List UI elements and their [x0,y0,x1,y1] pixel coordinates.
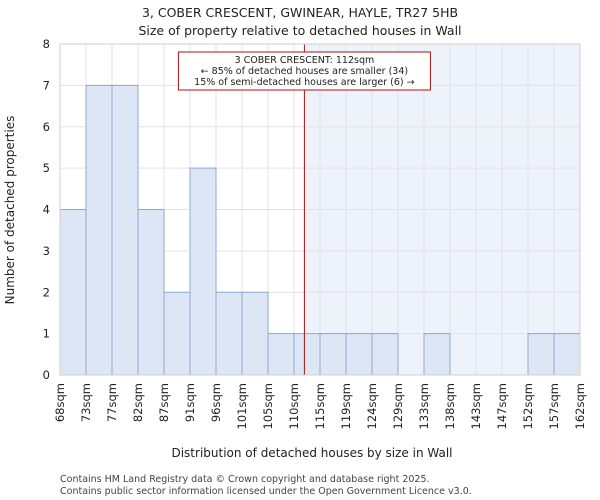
y-tick-label-0: 0 [43,368,50,382]
bar-68sqm [59,209,87,376]
bar-96sqm [215,291,243,376]
bar-87sqm [163,291,191,376]
x-tick-label-143sqm: 143sqm [469,383,483,429]
bar-110sqm [293,333,321,376]
plot-frame [59,43,581,376]
x-tick-label-101sqm: 101sqm [235,383,249,429]
x-axis-label: Distribution of detached houses by size … [171,446,452,460]
x-tick-label-162sqm: 162sqm [573,383,587,429]
x-tick-label-129sqm: 129sqm [391,383,405,429]
bar-119sqm [345,333,373,376]
y-tick-label-3: 3 [43,244,50,258]
x-tick-label-115sqm: 115sqm [313,383,327,429]
bar-73sqm [85,84,113,376]
y-tick-label-5: 5 [43,161,50,175]
annotation-line-3: 15% of semi-detached houses are larger (… [194,77,414,88]
bar-101sqm [241,291,269,376]
y-tick-label-8: 8 [43,37,50,51]
bar-82sqm [137,209,165,376]
bar-91sqm [189,167,217,376]
chart-title: 3, COBER CRESCENT, GWINEAR, HAYLE, TR27 … [142,5,458,20]
x-axis-ticks: 68sqm 73sqm 77sqm 82sqm 87sqm 91sqm 96sqm 101sq… [53,383,587,429]
bar-105sqm [267,333,295,376]
y-tick-label-7: 7 [43,78,50,92]
y-tick-label-4: 4 [43,203,50,217]
bar-115sqm [319,333,347,376]
bar-157sqm [553,333,581,376]
x-tick-label-77sqm: 77sqm [105,383,119,422]
x-tick-label-133sqm: 133sqm [417,383,431,429]
footer-line-2: Contains public sector information licen… [60,486,472,497]
y-axis-label: Number of detached properties [3,116,17,305]
x-tick-label-138sqm: 138sqm [443,383,457,429]
y-axis-ticks: 0 1 2 3 4 5 6 7 8 [43,37,50,382]
bars [59,84,581,376]
y-tick-label-2: 2 [43,285,50,299]
x-tick-label-152sqm: 152sqm [521,383,535,429]
x-tick-label-147sqm: 147sqm [495,383,509,429]
x-tick-label-68sqm: 68sqm [53,383,67,422]
x-tick-label-105sqm: 105sqm [261,383,275,429]
annotation-line-2: ← 85% of detached houses are smaller (34… [201,66,408,77]
footer-line-1: Contains HM Land Registry data © Crown c… [60,474,430,485]
bar-152sqm [527,333,555,376]
x-tick-label-157sqm: 157sqm [547,383,561,429]
bar-124sqm [371,333,399,376]
y-tick-label-6: 6 [43,120,50,134]
x-tick-label-96sqm: 96sqm [209,383,223,422]
x-tick-label-87sqm: 87sqm [157,383,171,422]
x-tick-label-119sqm: 119sqm [339,383,353,429]
x-tick-label-110sqm: 110sqm [287,383,301,429]
annotation-line-1: 3 COBER CRESCENT: 112sqm [235,55,375,66]
bar-133sqm [423,333,451,376]
annotation-box: 3 COBER CRESCENT: 112sqm ← 85% of detach… [177,51,431,91]
y-tick-label-1: 1 [43,327,50,341]
x-tick-label-91sqm: 91sqm [183,383,197,422]
x-tick-label-82sqm: 82sqm [131,383,145,422]
x-tick-label-124sqm: 124sqm [365,383,379,429]
annotation-frame [177,51,431,91]
bar-77sqm [111,84,139,376]
x-tick-label-73sqm: 73sqm [79,383,93,422]
chart-subtitle: Size of property relative to detached ho… [138,23,461,38]
